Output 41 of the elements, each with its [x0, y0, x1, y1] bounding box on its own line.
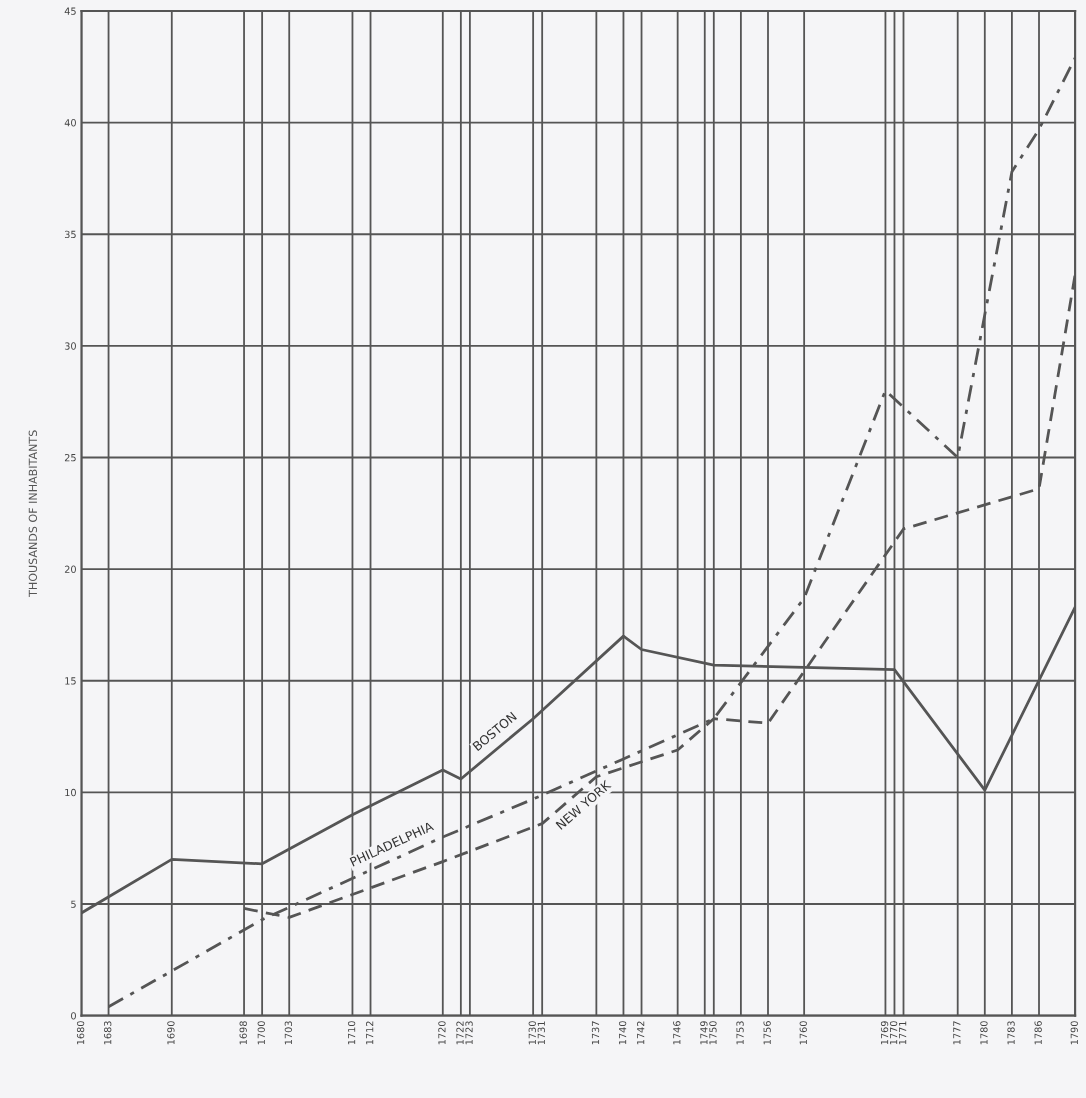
- x-tick-label: 1730: [528, 1021, 536, 1045]
- x-tick-label: 1703: [284, 1021, 293, 1045]
- x-tick-label: 1756: [763, 1021, 771, 1045]
- x-tick-label: 1771: [899, 1021, 907, 1045]
- y-tick-label: 5: [71, 900, 76, 908]
- x-tick-label: 1780: [980, 1021, 988, 1045]
- y-tick-label: 45: [64, 7, 76, 15]
- x-tick-label: 1742: [637, 1021, 645, 1045]
- x-tick-label: 1723: [465, 1021, 473, 1045]
- x-tick-label: 1712: [365, 1021, 374, 1045]
- x-tick-label: 1770: [889, 1021, 898, 1045]
- x-tick-label: 1720: [438, 1021, 446, 1045]
- x-tick-label: 1740: [618, 1021, 627, 1045]
- x-tick-label: 1710: [347, 1021, 356, 1045]
- x-tick-label: 1783: [1007, 1021, 1015, 1045]
- y-tick-label: 35: [64, 230, 76, 239]
- x-tick-label: 1737: [591, 1021, 600, 1045]
- x-tick-label: 1722: [456, 1021, 464, 1045]
- y-tick-label: 15: [65, 677, 76, 685]
- x-tick-label: 1777: [953, 1021, 961, 1045]
- y-tick-label: 0: [71, 1012, 76, 1020]
- x-tick-label: 1683: [104, 1021, 112, 1045]
- x-tick-label: 1700: [257, 1021, 265, 1045]
- x-tick-label: 1760: [799, 1021, 807, 1045]
- x-tick-label: 1746: [673, 1021, 681, 1045]
- y-tick-label: 10: [65, 788, 76, 797]
- y-tick-label: 20: [64, 565, 76, 573]
- x-tick-label: 1680: [76, 1021, 85, 1045]
- x-tick-label: 1786: [1034, 1021, 1042, 1045]
- x-tick-label: 1790: [1070, 1021, 1078, 1045]
- y-tick-label: 40: [64, 119, 76, 127]
- x-tick-label: 1769: [880, 1021, 889, 1045]
- x-tick-label: 1690: [167, 1021, 175, 1045]
- y-axis-title: THOUSANDS OF INHABITANTS: [28, 430, 38, 597]
- x-tick-label: 1731: [537, 1021, 545, 1045]
- x-tick-label: 1749: [700, 1021, 708, 1045]
- x-tick-label: 1750: [709, 1021, 717, 1045]
- y-tick-label: 25: [64, 453, 76, 462]
- y-tick-label: 30: [64, 342, 76, 350]
- x-tick-label: 1753: [736, 1021, 744, 1045]
- x-tick-label: 1698: [239, 1021, 247, 1045]
